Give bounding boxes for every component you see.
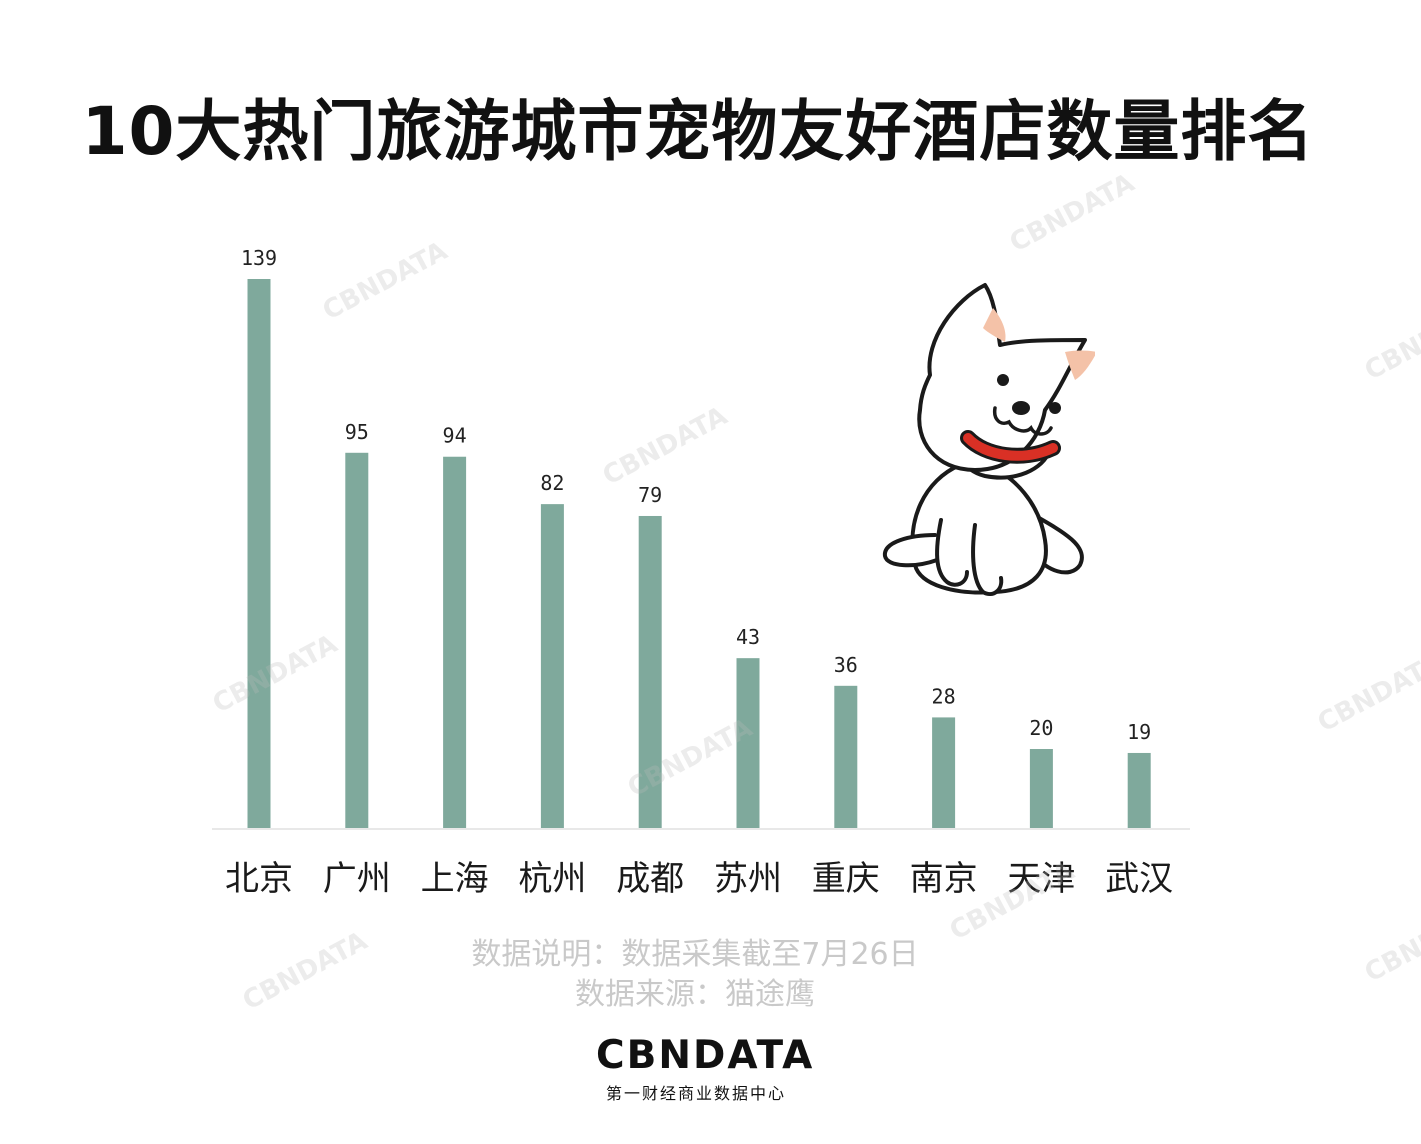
bar-1 — [247, 279, 271, 828]
footnotes: 数据说明：数据采集截至7月26日 数据来源：猫途鹰 — [0, 935, 1390, 1015]
logo-subtitle: 第一财经商业数据中心 — [605, 1084, 786, 1103]
chart-title: 10大热门旅游城市宠物友好酒店数量排名 — [81, 93, 1315, 170]
data-label: 139 — [241, 246, 277, 270]
cbndata-logo: CBNDATA 第一财经商业数据中心 — [596, 1033, 815, 1104]
bar-9 — [1029, 749, 1053, 828]
category-label: 上海 — [421, 859, 489, 899]
data-label: 82 — [540, 471, 564, 495]
data-label: 28 — [932, 684, 956, 708]
category-label: 广州 — [323, 859, 391, 899]
data-label: 20 — [1029, 716, 1053, 740]
data-label: 36 — [834, 653, 858, 677]
category-label: 杭州 — [518, 859, 586, 899]
data-note: 数据说明：数据采集截至7月26日 — [471, 937, 919, 972]
data-label: 79 — [638, 483, 662, 507]
bar-8 — [932, 717, 956, 828]
dog-illustration — [883, 283, 1095, 597]
bar-4 — [540, 504, 564, 828]
bar-7 — [834, 685, 858, 828]
category-label: 天津 — [1007, 859, 1075, 899]
category-label: 成都 — [616, 859, 684, 899]
category-label: 南京 — [910, 859, 978, 899]
bar-2 — [345, 452, 369, 828]
bar-3 — [443, 456, 467, 828]
category-label: 北京 — [225, 859, 293, 899]
bar-chart: 139 北京 95 广州 94 上海 82 杭州 79 成都 43 苏州 36 重庆 28 南京 20 天津 19 武… — [212, 246, 1190, 899]
category-label: 重庆 — [812, 859, 880, 899]
data-label: 94 — [443, 424, 467, 448]
bar-10 — [1127, 752, 1151, 828]
data-label: 95 — [345, 420, 369, 444]
data-label: 19 — [1127, 720, 1151, 744]
category-label: 苏州 — [714, 859, 782, 899]
category-label: 武汉 — [1105, 859, 1173, 899]
data-label: 43 — [736, 625, 760, 649]
logo-wordmark: CBNDATA — [596, 1033, 815, 1078]
bar-6 — [736, 658, 760, 828]
data-source: 数据来源：猫途鹰 — [575, 977, 815, 1012]
bars-group: 139 北京 95 广州 94 上海 82 杭州 79 成都 43 苏州 36 重庆 28 南京 20 天津 19 武… — [225, 246, 1173, 899]
bar-5 — [638, 515, 662, 828]
